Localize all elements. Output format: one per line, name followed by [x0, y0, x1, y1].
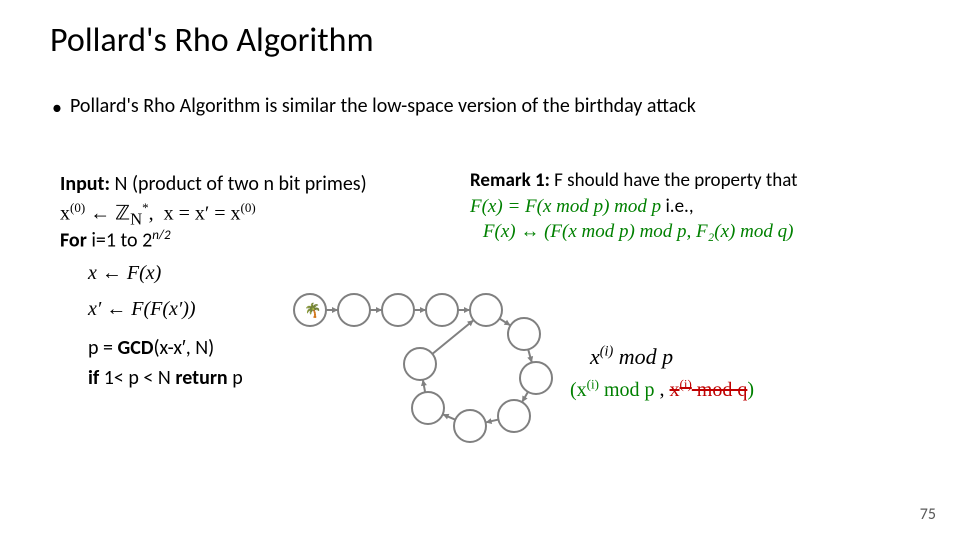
slide-title: Pollard's Rho Algorithm [50, 20, 374, 61]
modp-bottom: (x(i) mod p , x(i) mod q) [570, 376, 754, 402]
remark-label: Remark 1: [470, 169, 550, 192]
bullet-text: Pollard's Rho Algorithm is similar the l… [70, 94, 696, 118]
step-xprime: x′ ← F(F(x′)) [88, 298, 196, 321]
remark-c: i.e., [661, 195, 693, 218]
for-text: i=1 to 2 [87, 229, 152, 253]
for-label: For [60, 229, 87, 253]
for-exp: n/2 [152, 228, 170, 243]
remark-eq2: F(x) ↔ (F(x mod p) mod p, F₂(x) mod q) [483, 221, 794, 242]
svg-text:🌴: 🌴 [304, 302, 321, 319]
modp-close: ) [747, 379, 754, 401]
gcd-args: (x-x′, N) [153, 336, 214, 360]
modp-top: x(i) mod p [590, 344, 673, 370]
gcd-label: GCD [118, 336, 154, 360]
input-line: Input: N (product of two n bit primes) [60, 172, 367, 196]
input-text: N (product of two n bit primes) [110, 172, 367, 196]
modp-green: (x(i) mod p [570, 379, 655, 401]
if-line: if 1< p < N return p [88, 366, 243, 390]
input-label: Input: [60, 172, 110, 196]
for-line: For i=1 to 2n/2 [60, 228, 171, 253]
page-number: 75 [920, 505, 936, 524]
init-line: x(0) ← ℤN*, x = x′ = x(0) [60, 200, 256, 230]
remark-a: F should have the property that [550, 169, 798, 192]
remark-eq1: F(x) = F(x mod p) mod p [470, 196, 661, 217]
bullet-1: • Pollard's Rho Algorithm is similar the… [70, 94, 900, 118]
rho-diagram: 🌴 [280, 280, 570, 455]
bullet-dot: • [52, 96, 62, 120]
p-eq: p = [88, 336, 118, 360]
gcd-line: p = GCD(x-x′, N) [88, 336, 214, 360]
if-cond: 1< p < N [99, 366, 175, 390]
modp-comma: , [655, 379, 670, 401]
return-val: p [228, 366, 243, 390]
step-x: x ← F(x) [88, 262, 161, 285]
modp-red: x(i) mod q [670, 379, 748, 401]
remark-1: Remark 1: F should have the property tha… [470, 168, 940, 245]
return-kw: return [175, 366, 227, 390]
if-kw: if [88, 366, 99, 390]
